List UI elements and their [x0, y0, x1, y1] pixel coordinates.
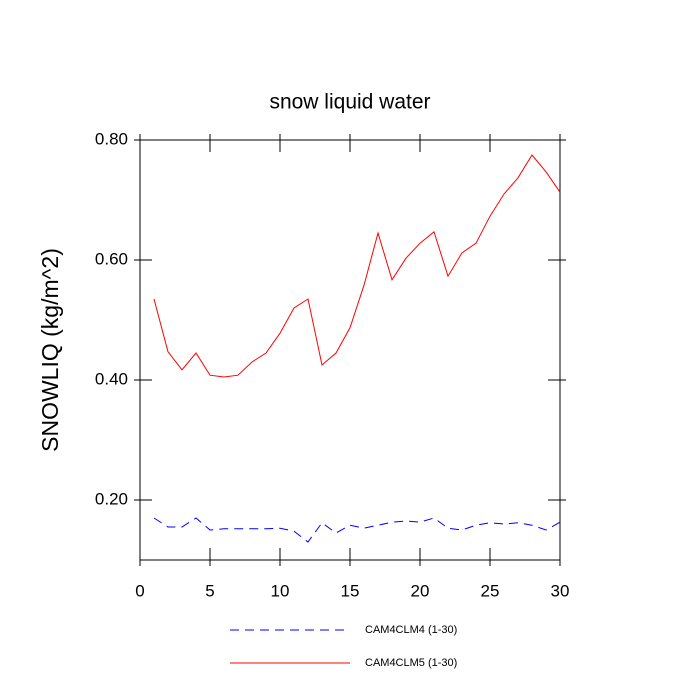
x-tick-label: 15 — [341, 581, 360, 600]
y-tick-label: 0.80 — [95, 129, 128, 148]
x-tick-label: 5 — [205, 581, 214, 600]
x-tick-label: 20 — [411, 581, 430, 600]
legend-label: CAM4CLM5 (1-30) — [365, 657, 457, 669]
x-tick-label: 10 — [271, 581, 290, 600]
y-tick-label: 0.60 — [95, 249, 128, 268]
x-tick-label: 0 — [135, 581, 144, 600]
y-tick-label: 0.20 — [95, 489, 128, 508]
series-line — [153, 517, 561, 543]
x-tick-label: 25 — [481, 581, 500, 600]
x-tick-label: 30 — [551, 581, 570, 600]
legend-label: CAM4CLM4 (1-30) — [365, 624, 457, 636]
plot-frame — [139, 139, 561, 561]
y-tick-label: 0.40 — [95, 369, 128, 388]
y-axis-label: SNOWLIQ (kg/m^2) — [37, 248, 63, 452]
chart-title: snow liquid water — [269, 91, 430, 114]
series-line — [153, 154, 561, 378]
